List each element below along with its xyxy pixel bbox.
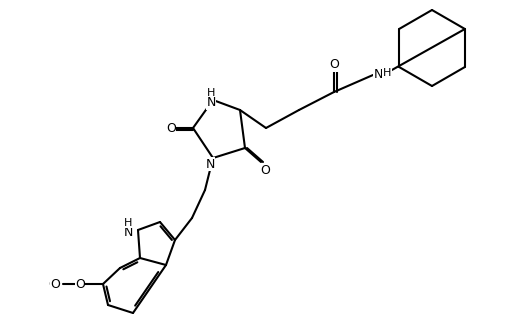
Text: O: O (48, 278, 58, 290)
Text: O: O (166, 122, 176, 134)
Text: H: H (207, 88, 215, 98)
Text: O: O (260, 164, 270, 178)
Text: O: O (75, 278, 85, 290)
Text: H: H (383, 68, 391, 78)
Text: N: N (205, 158, 215, 170)
Text: N: N (206, 96, 216, 110)
Text: O: O (50, 278, 60, 290)
Text: N: N (373, 68, 383, 81)
Text: O: O (329, 59, 339, 72)
Text: N: N (123, 227, 133, 239)
Text: H: H (124, 218, 132, 228)
